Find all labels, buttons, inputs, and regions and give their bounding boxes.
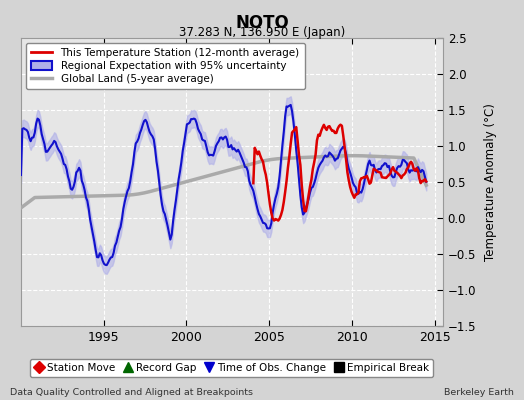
Y-axis label: Temperature Anomaly (°C): Temperature Anomaly (°C) <box>485 103 497 261</box>
Text: Berkeley Earth: Berkeley Earth <box>444 388 514 397</box>
Text: NOTO: NOTO <box>235 14 289 32</box>
Text: Data Quality Controlled and Aligned at Breakpoints: Data Quality Controlled and Aligned at B… <box>10 388 254 397</box>
Legend: Station Move, Record Gap, Time of Obs. Change, Empirical Break: Station Move, Record Gap, Time of Obs. C… <box>30 359 433 377</box>
Text: 37.283 N, 136.950 E (Japan): 37.283 N, 136.950 E (Japan) <box>179 26 345 39</box>
